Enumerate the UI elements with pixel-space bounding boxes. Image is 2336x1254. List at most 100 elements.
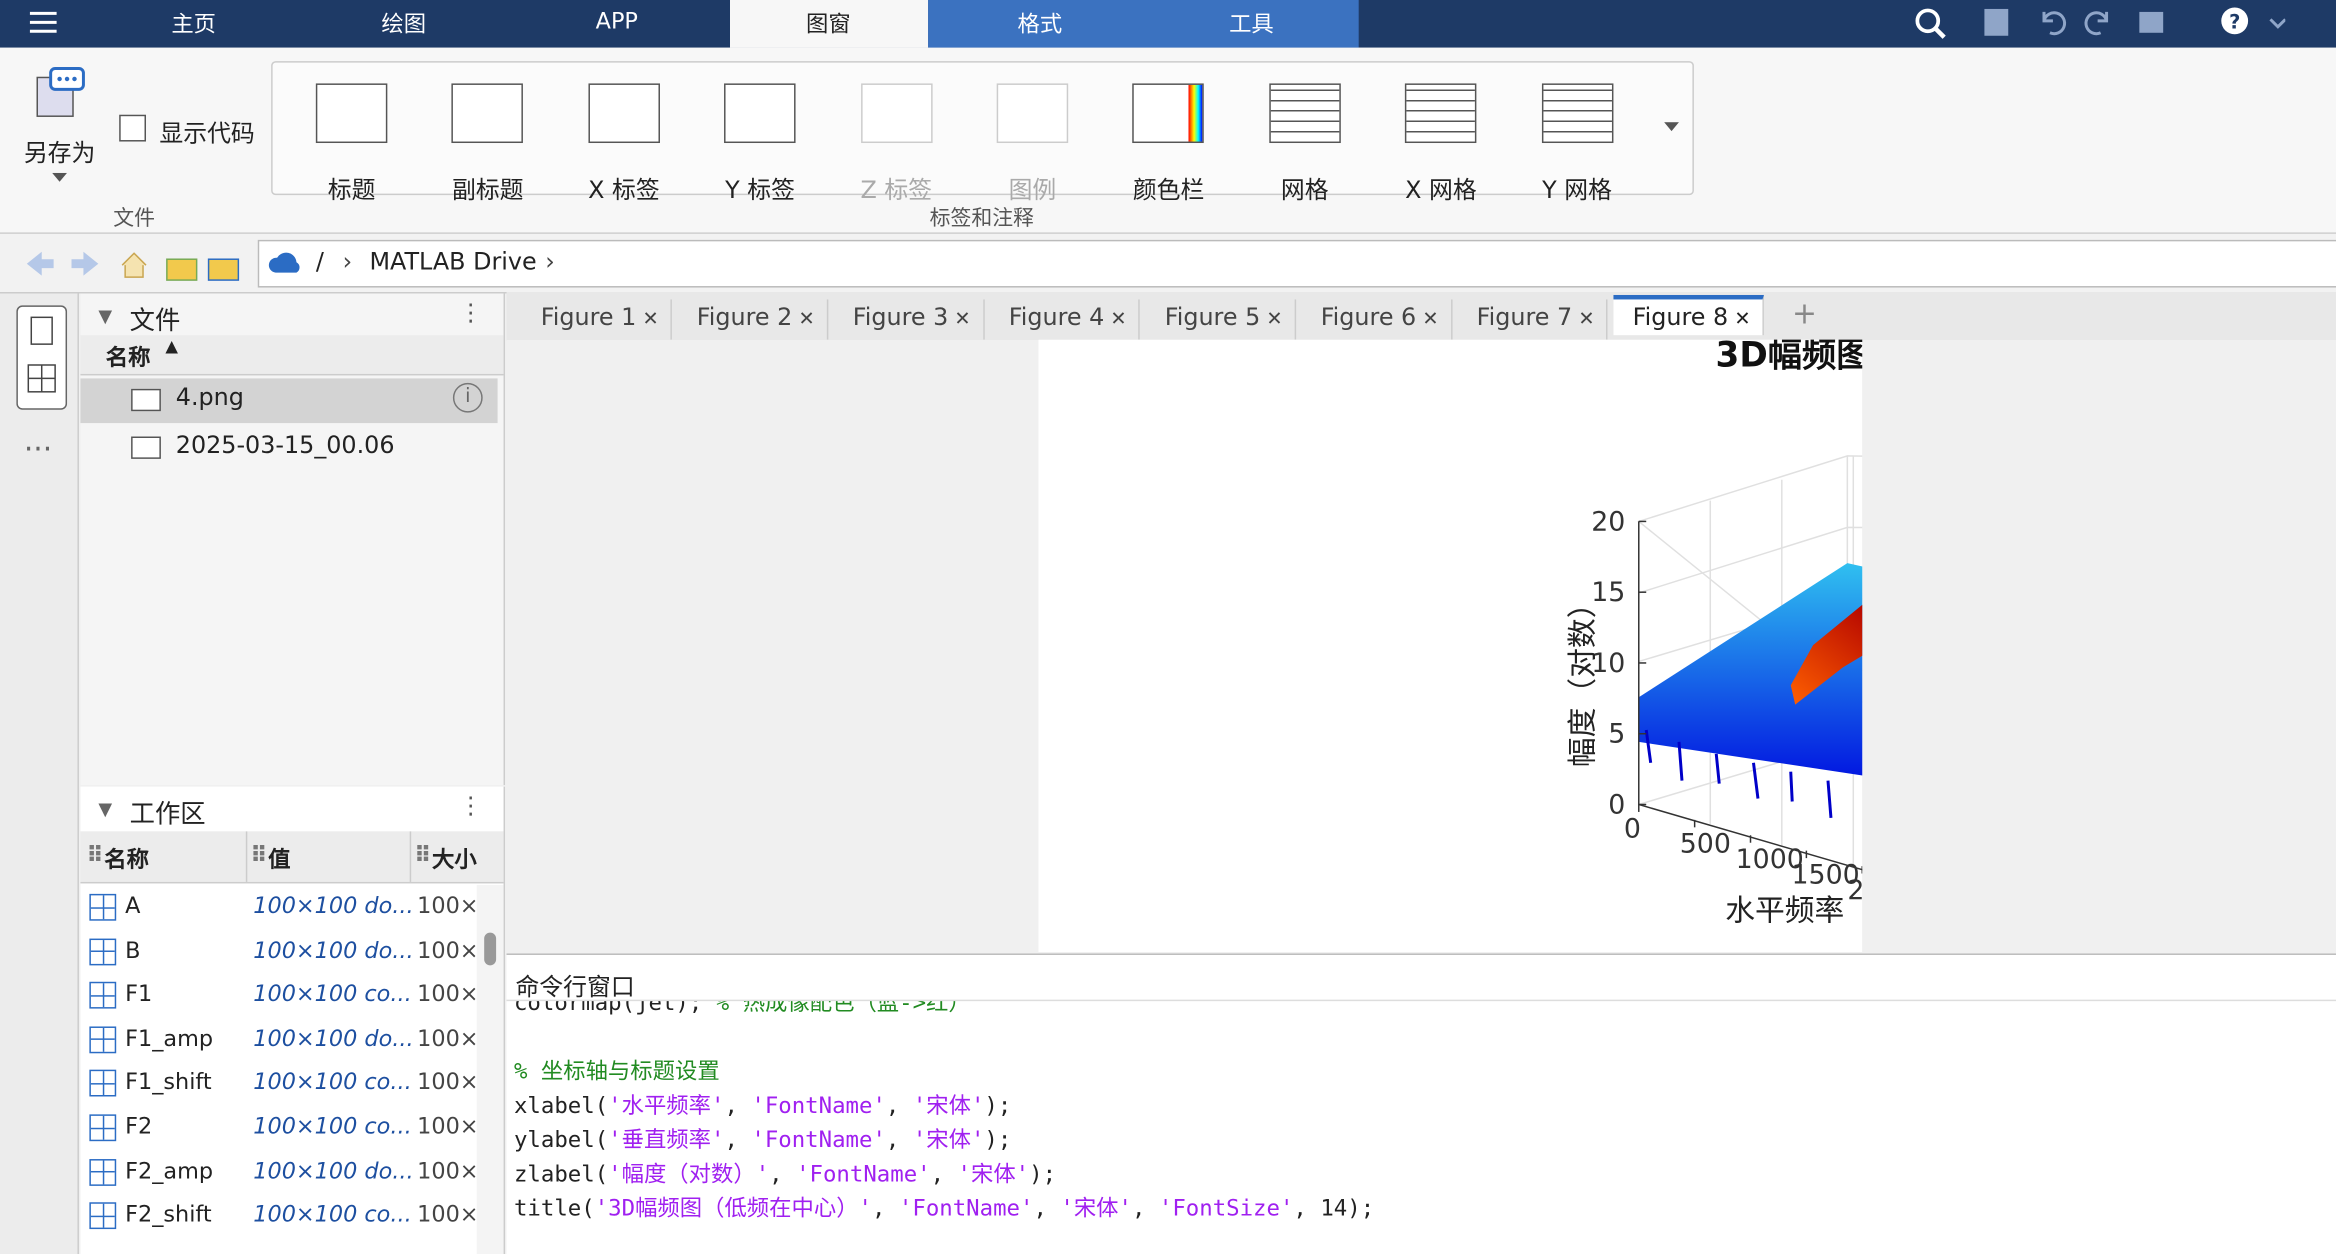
variable-size[interactable]: 100×	[417, 980, 477, 1008]
figure-tab[interactable]: Figure 6 ✕	[1301, 299, 1453, 340]
variable-size[interactable]: 100×	[417, 892, 477, 920]
button-icon[interactable]	[588, 83, 660, 144]
variable-value[interactable]: 100×100 co...	[253, 1201, 412, 1228]
button-icon[interactable]	[1269, 83, 1341, 144]
menu-tab[interactable]: 图窗	[805, 10, 851, 38]
figure-tab[interactable]: Figure 1 ✕	[521, 299, 673, 340]
expand-arrow[interactable]	[1664, 122, 1682, 134]
button-label[interactable]: 图例	[1008, 175, 1057, 205]
figure-tab[interactable]: Figure 3 ✕	[833, 299, 985, 340]
close-tab[interactable]: ✕	[792, 308, 815, 331]
figure-tab[interactable]: Figure 4 ✕	[989, 299, 1141, 340]
variable-value[interactable]: 100×100 do...	[253, 936, 414, 964]
variable-name[interactable]: F1_shift	[125, 1068, 212, 1096]
menu-tab[interactable]: APP	[595, 7, 638, 35]
dropdown-arrow[interactable]	[52, 172, 70, 185]
save-as-icon[interactable]	[33, 66, 87, 120]
panel-menu[interactable]: ⋮	[458, 297, 483, 327]
column-name[interactable]: 名称	[105, 344, 151, 371]
variable-name[interactable]: A	[125, 892, 141, 920]
variable-size[interactable]: 100×	[417, 1112, 477, 1140]
menu-tab[interactable]: 格式	[1017, 10, 1063, 38]
button-icon[interactable]	[1541, 83, 1613, 144]
tab-label[interactable]: Figure 4	[1008, 302, 1105, 331]
scroll-thumb[interactable]	[484, 932, 497, 966]
button-icon[interactable]	[1405, 83, 1477, 144]
variable-name[interactable]: F2_shift	[125, 1201, 212, 1228]
breadcrumb-folder[interactable]: MATLAB Drive	[369, 247, 537, 276]
column-name[interactable]: 名称	[104, 846, 150, 874]
variable-name[interactable]: F2_amp	[125, 1156, 214, 1184]
button-label[interactable]: 网格	[1280, 175, 1329, 205]
close-tab[interactable]: ✕	[636, 308, 659, 331]
file-name[interactable]: 2025-03-15_00.06	[175, 430, 395, 459]
nav-icons[interactable]	[21, 244, 244, 283]
variable-size[interactable]: 100×	[417, 1024, 477, 1052]
variable-size[interactable]: 100×	[417, 1156, 477, 1184]
variable-value[interactable]: 100×100 do...	[253, 1156, 414, 1184]
figure-tab[interactable]: Figure 7 ✕	[1457, 299, 1609, 340]
menu-tab[interactable]: 工具	[1229, 10, 1274, 38]
menu-icon[interactable]	[29, 10, 60, 34]
menu-tab[interactable]: 主页	[171, 10, 217, 38]
collapse-arrow[interactable]: ▼	[98, 798, 113, 820]
button-label[interactable]: Y 网格	[1542, 175, 1613, 205]
figure-tab[interactable]: Figure 5 ✕	[1145, 299, 1297, 340]
save-as-label[interactable]: 另存为	[23, 138, 96, 167]
tab-label[interactable]: Figure 5	[1164, 302, 1261, 331]
figure-tab[interactable]: Figure 8 ✕	[1613, 294, 1764, 336]
scrollbar[interactable]	[476, 884, 504, 1254]
button-icon[interactable]	[1132, 83, 1205, 144]
tab-label[interactable]: Figure 8	[1632, 302, 1729, 331]
button-label[interactable]: Z 标签	[860, 175, 933, 205]
variable-size[interactable]: 100×	[417, 1201, 477, 1228]
close-tab[interactable]: ✕	[1416, 308, 1439, 331]
button-icon[interactable]	[860, 83, 933, 144]
close-tab[interactable]: ✕	[1728, 308, 1751, 331]
variable-value[interactable]: 100×100 do...	[253, 1024, 414, 1052]
variable-value[interactable]: 100×100 co...	[253, 1112, 412, 1140]
tab-label[interactable]: Figure 2	[696, 302, 793, 331]
variable-name[interactable]: F2	[125, 1112, 153, 1140]
show-code-label[interactable]: 显示代码	[159, 119, 255, 148]
button-label[interactable]: 标题	[327, 175, 376, 205]
close-tab[interactable]: ✕	[1260, 308, 1283, 331]
variable-size[interactable]: 100×	[417, 936, 477, 964]
button-icon[interactable]	[996, 83, 1069, 144]
tab-label[interactable]: Figure 6	[1320, 302, 1417, 331]
column-name[interactable]: 大小	[432, 846, 477, 874]
button-label[interactable]: 副标题	[451, 175, 524, 205]
close-tab[interactable]: ✕	[948, 308, 971, 331]
variable-name[interactable]: B	[125, 936, 141, 964]
button-label[interactable]: X 网格	[1405, 175, 1477, 205]
info-icon[interactable]: i	[452, 382, 483, 413]
add-tab[interactable]: +	[1792, 294, 1818, 331]
tab-label[interactable]: Figure 1	[540, 302, 637, 331]
close-tab[interactable]: ✕	[1572, 308, 1595, 331]
button-label[interactable]: 颜色栏	[1132, 175, 1205, 205]
column-name[interactable]: 值	[268, 846, 291, 874]
variable-value[interactable]: 100×100 do...	[253, 892, 414, 920]
quick-access-icons[interactable]: ?	[1913, 6, 2286, 42]
breadcrumb-root[interactable]: /	[315, 247, 324, 276]
variable-size[interactable]: 100×	[417, 1068, 477, 1096]
checkbox[interactable]	[119, 114, 147, 142]
tab-label[interactable]: Figure 3	[852, 302, 949, 331]
variable-name[interactable]: F1	[125, 980, 153, 1008]
more-dots[interactable]: ···	[23, 430, 53, 467]
panel-menu[interactable]: ⋮	[458, 791, 483, 820]
menu-tab[interactable]: 绘图	[381, 10, 427, 38]
variable-value[interactable]: 100×100 co...	[253, 980, 412, 1008]
button-label[interactable]: Y 标签	[725, 175, 795, 205]
button-icon[interactable]	[724, 83, 796, 144]
tab-label[interactable]: Figure 7	[1476, 302, 1573, 331]
file-name[interactable]: 4.png	[175, 382, 244, 412]
button-icon[interactable]	[451, 83, 524, 144]
figure-tab[interactable]: Figure 2 ✕	[677, 299, 829, 340]
variable-value[interactable]: 100×100 co...	[253, 1068, 412, 1096]
collapse-arrow[interactable]: ▼	[98, 305, 113, 327]
close-tab[interactable]: ✕	[1104, 308, 1127, 331]
button-label[interactable]: X 标签	[588, 175, 660, 205]
variable-name[interactable]: F1_amp	[125, 1024, 214, 1052]
button-icon[interactable]	[315, 83, 388, 144]
